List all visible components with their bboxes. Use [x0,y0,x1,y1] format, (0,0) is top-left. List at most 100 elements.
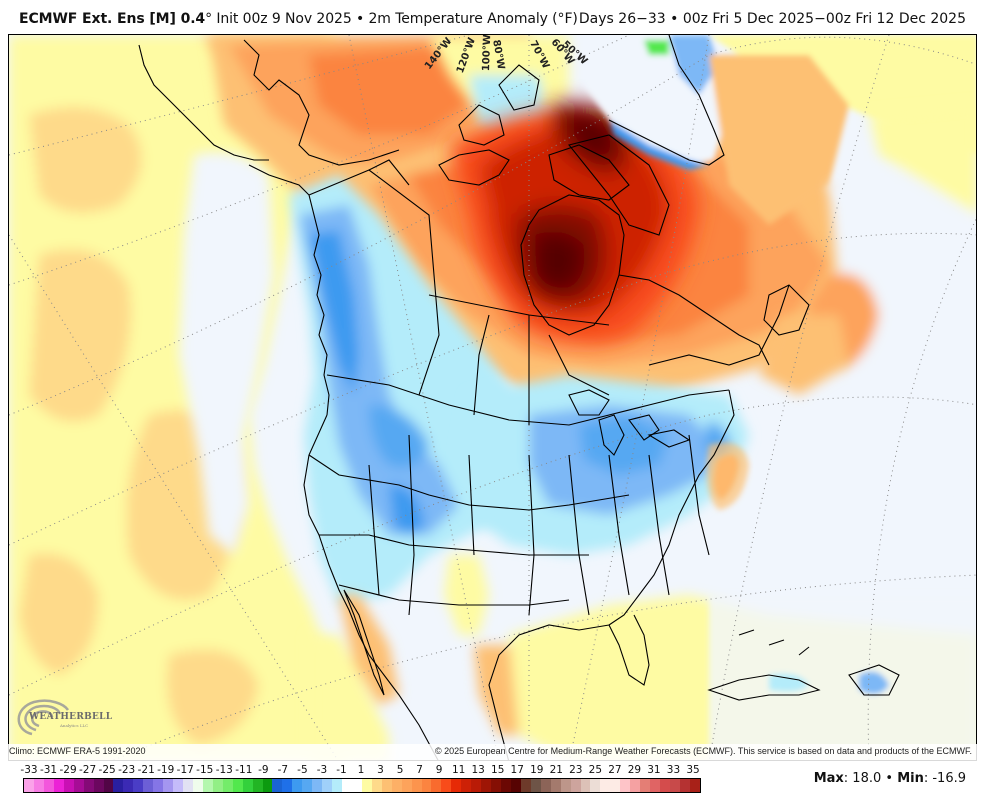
colorbar-swatch [361,779,372,792]
colorbar-swatch [610,779,621,792]
colorbar-swatch [679,779,690,792]
colorbar-swatch [103,779,114,792]
colorbar-swatch [212,779,223,792]
colorbar-labels: -33 -31 -29 -27 -25 -23 -21 -19 -17 -15 -13 -11 -9 -7… [20,764,703,776]
min-value: : -16.9 [923,771,966,786]
graticule [9,35,976,760]
colorbar-swatch [342,779,352,792]
colorbar-swatch [669,779,680,792]
colorbar-swatch [312,779,323,792]
colorbar-swatch [24,779,34,792]
colorbar-tick-label: 27 [608,764,622,776]
map-title: ECMWF Ext. Ens [M] 0.4° Init 00z 9 Nov 2… [19,11,578,27]
colorbar-swatch [153,779,164,792]
colorbar-swatch [650,779,660,792]
colorbar-tick-label: -3 [316,764,328,776]
footer-strip [8,744,977,761]
colorbar-swatch [421,779,432,792]
colorbar-swatch [441,779,452,792]
colorbar-tick-label: -23 [118,764,136,776]
colorbar-swatch [550,779,561,792]
colorbar-tick-label: -31 [39,764,58,776]
colorbar-tick-label: -27 [79,764,97,776]
colorbar-tick-label: -25 [98,764,116,776]
colorbar-tick-label: 21 [549,764,563,776]
colorbar-swatch [63,779,74,792]
colorbar-swatch [381,779,392,792]
min-label: Min [897,771,924,786]
colorbar-swatch [461,779,472,792]
colorbar-swatch [123,779,134,792]
colorbar-tick-label: 15 [491,764,505,776]
colorbar-tick-label: -5 [297,764,308,776]
colorbar-swatch [93,779,104,792]
colorbar-tick-label: -9 [258,764,269,776]
max-value: : 18.0 • [843,771,898,786]
colorbar-swatch [640,779,651,792]
colorbar-swatch [491,779,501,792]
colorbar-swatch [33,779,44,792]
weatherbell-logo-swirl-icon [17,699,70,736]
colorbar-swatch [660,779,670,792]
hudson-bay-warm-anomaly [449,102,699,344]
colorbar-swatch [570,779,581,792]
colorbar-swatch [481,779,492,792]
colorbar-tick-label: 13 [471,764,485,776]
colorbar-swatch [272,779,283,792]
colorbar-tick-label: 23 [569,764,583,776]
colorbar-tick-label: -15 [196,764,214,776]
colorbar-tick-label: -21 [137,764,155,776]
colorbar-swatch [282,779,293,792]
colorbar-swatch [411,779,422,792]
colorbar-swatch [302,779,313,792]
colorbar-swatch [689,779,700,792]
degree-symbol: ° [205,11,212,27]
temperature-anomaly-map: 140°W 120°W 100°W 80°W 70°W 60°W 50°W [8,34,977,761]
init-and-variable: Init 00z 9 Nov 2025 • 2m Temperature Ano… [211,11,578,27]
colorbar-tick-label: 31 [647,764,661,776]
colorbar-swatch [113,779,124,792]
colorbar-tick-label: 9 [435,764,443,776]
colorbar-tick-label: -19 [157,764,175,776]
colorbar-tick-label: 19 [530,764,544,776]
coastlines-borders [138,35,900,760]
colorbar-tick-label: -11 [235,764,253,776]
colorbar-tick-label: -33 [20,764,38,776]
colorbar-tick-label: 25 [588,764,603,776]
colorbar-tick-label: -29 [59,764,77,776]
colorbar-swatch [451,779,462,792]
colorbar-tick-label: 35 [686,764,700,776]
colorbar-swatch [431,779,442,792]
colorbar-swatch [53,779,64,792]
colorbar-tick-label: 11 [451,764,466,776]
colorbar-tick-label: 33 [666,764,681,776]
colorbar-tick-label: 29 [627,764,642,776]
climo-note: Climo: ECMWF ERA-5 1991-2020 [9,746,146,756]
colorbar-swatch [540,779,551,792]
map-canvas [9,35,976,760]
logo-text: WEATHERBELL [29,712,113,722]
colorbar-swatch [580,779,591,792]
colorbar-swatch [292,779,303,792]
valid-period: Days 26−33 • 00z Fri 5 Dec 2025−00z Fri … [578,11,966,27]
colorbar-swatch [202,779,213,792]
colorbar-tick-label: -17 [176,764,194,776]
colorbar-swatch [501,779,511,792]
colorbar-swatch [332,779,342,792]
colorbar-tick-label: -1 [336,764,347,776]
colorbar-swatch [471,779,482,792]
colorbar-swatch [590,779,601,792]
colorbar-swatch [620,779,631,792]
colorbar-swatch [530,779,541,792]
colorbar-swatch [252,779,263,792]
colorbar-swatch [83,779,94,792]
copyright-note: © 2025 European Centre for Medium-Range … [434,746,972,756]
colorbar-swatch [242,779,253,792]
colorbar-tick-label: 3 [377,764,384,776]
colorbar-tick-label: -7 [277,764,289,776]
colorbar-swatch [232,779,243,792]
colorbar-swatch [183,779,193,792]
colorbar-swatch [401,779,412,792]
colorbar-swatch [351,779,362,792]
colorbar-tick-label: -13 [215,764,233,776]
